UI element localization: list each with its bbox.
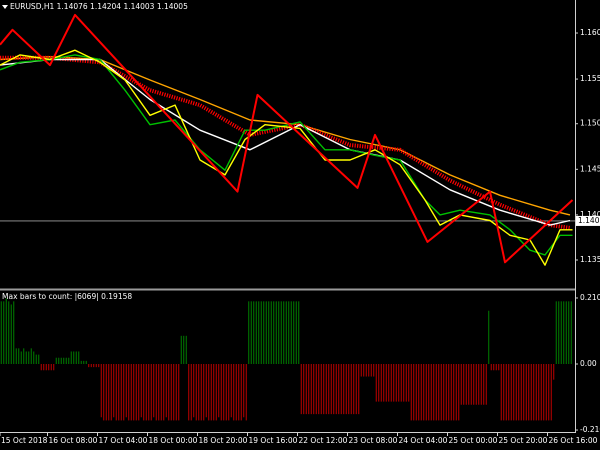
x-tick-label: 16 Oct 08:00 (49, 436, 98, 445)
y-tick-label: 1.14070 (580, 210, 600, 219)
y-tick-label: 1.14560 (580, 164, 600, 173)
x-tick-label: 25 Oct 00:00 (449, 436, 498, 445)
menu-arrow[interactable] (2, 5, 8, 9)
y-tick-label: 1.15050 (580, 119, 600, 128)
indicator-header: Max bars to count: |6069| 0.19158 (2, 292, 132, 301)
x-tick-label: 23 Oct 08:00 (349, 436, 398, 445)
x-tick-label: 25 Oct 20:00 (499, 436, 548, 445)
y-tick-label: 0.00 (580, 359, 597, 368)
symbol-header: EURUSD,H1 1.14076 1.14204 1.14003 1.1400… (10, 2, 188, 11)
y-tick-label: 0.21074 (580, 293, 600, 302)
x-tick-label: 22 Oct 12:00 (299, 436, 348, 445)
series-line (0, 49, 573, 266)
x-tick-label: 18 Oct 20:00 (199, 436, 248, 445)
x-tick-label: 19 Oct 16:00 (249, 436, 298, 445)
x-tick-label: 26 Oct 16:00 (549, 436, 598, 445)
x-tick-label: 18 Oct 00:00 (149, 436, 198, 445)
y-tick-label: 1.15530 (580, 74, 600, 83)
y-tick-label: 1.13585 (580, 255, 600, 264)
price-label: 1.14005 (578, 216, 600, 225)
x-tick-label: 15 Oct 2018 (1, 436, 48, 445)
x-tick-label: 17 Oct 04:00 (99, 436, 148, 445)
series-line (0, 13, 574, 264)
price-label-box (576, 215, 600, 226)
y-tick-label: 1.16025 (580, 28, 600, 37)
y-tick-label: -0.21073 (580, 425, 600, 434)
x-tick-label: 24 Oct 04:00 (399, 436, 448, 445)
